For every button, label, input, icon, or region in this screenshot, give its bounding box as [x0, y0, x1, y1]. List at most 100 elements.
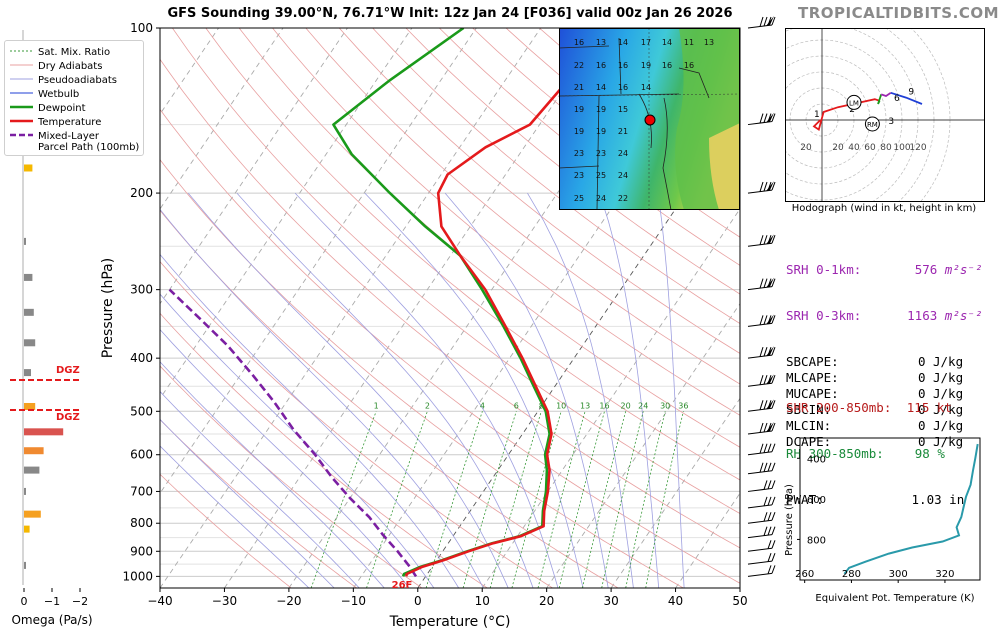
dry-adiabat-line	[338, 28, 740, 354]
stat-value: 0	[918, 402, 926, 417]
isotherm-line	[288, 28, 671, 588]
wind-barb	[747, 112, 776, 126]
stat-row: MLCAPE: 0 J/kg	[786, 370, 982, 386]
map-value-label: 13	[704, 38, 714, 47]
wind-barb	[747, 540, 776, 552]
stat-label: MLCIN:	[786, 418, 832, 433]
omega-bar	[24, 308, 34, 316]
mixing-ratio-line	[366, 411, 428, 588]
omega-bar	[24, 510, 41, 518]
legend-label: Dewpoint	[38, 103, 86, 114]
dry-adiabat-line	[160, 260, 553, 588]
isotherm-line	[546, 302, 740, 588]
dry-adiabat-line	[272, 28, 740, 416]
mixing-ratio-line	[558, 411, 605, 588]
wind-barb	[747, 496, 776, 509]
wind-barbs	[747, 16, 776, 577]
pseudoadiabat-line	[187, 192, 509, 588]
y-axis-label: Pressure (hPa)	[100, 258, 116, 358]
hodo-ring	[910, 28, 951, 202]
pseudoadiabat-line	[527, 192, 634, 588]
map-value-label: 24	[618, 149, 628, 158]
theta-e-chart: 260 280 300 320 400 600 800 Equivalent Pot. Te…	[784, 437, 981, 604]
wind-barb	[747, 565, 776, 577]
pseudoadiabat-line	[444, 192, 609, 588]
omega-bar	[24, 273, 33, 281]
storm-motion-label: RM	[867, 121, 878, 129]
isotherm-line	[224, 28, 606, 588]
inset-map: 16 13 14 17 14 11 13 22 16 16 19 16 16 21 14 16 14 19 19 15…	[559, 28, 740, 210]
hodo-ring	[885, 28, 935, 202]
isotherm-line	[160, 28, 542, 588]
stat-row: SBCAPE: 0 J/kg	[786, 354, 982, 370]
wind-barb	[747, 277, 776, 291]
mixing-ratio-label: 36	[678, 401, 688, 410]
skewt-frame	[159, 27, 741, 589]
hodo-ring-label: 40	[848, 143, 860, 153]
isotherm-line	[160, 28, 477, 495]
omega-bar	[24, 447, 44, 455]
hodo-ring-label: 100	[893, 143, 910, 153]
legend-label: Sat. Mix. Ratio	[38, 47, 110, 58]
hodo-ring-label: 20	[832, 143, 844, 153]
legend-label: Parcel Path (100mb)	[38, 142, 139, 153]
omega-tick-label: −1	[44, 595, 60, 608]
theta-e-xtick-label: 260	[795, 569, 814, 580]
x-tick-label: 20	[539, 594, 554, 608]
map-value-label: 14	[618, 38, 628, 47]
omega-bar	[24, 339, 36, 347]
wind-barb	[747, 443, 776, 456]
hodo-segment	[877, 94, 883, 105]
legend: Sat. Mix. Ratio Dry Adiabats Pseudoadiabat…	[4, 40, 144, 156]
mixing-ratio-line	[489, 411, 542, 588]
map-value-label: 11	[684, 38, 694, 47]
y-tick-label: 500	[130, 404, 153, 418]
theta-e-ytick-label: 800	[807, 535, 826, 546]
wind-barb	[747, 552, 776, 565]
map-value-label: 22	[618, 194, 628, 203]
stat-unit: J/kg	[925, 402, 964, 417]
srh01-row: SRH 0-1km: 576 m²s⁻²	[786, 262, 983, 277]
map-value-label: 16	[662, 61, 672, 70]
map-value-label: 14	[662, 38, 672, 47]
stats-panel: SRH 0-1km: 576 m²s⁻² SRH 0-3km: 1163 m²s⁻²…	[786, 232, 982, 523]
omega-bar	[24, 525, 30, 533]
stat-label: MLCAPE:	[786, 370, 839, 385]
rh-row: RH 300-850mb: 98 %	[786, 446, 945, 461]
theta-e-xtick-label: 280	[842, 569, 861, 580]
location-marker-icon	[644, 114, 656, 126]
hodograph-caption: Hodograph (wind in kt, height in km)	[791, 203, 977, 214]
mixing-ratio-label: 16	[599, 401, 609, 410]
y-tick-label: 300	[130, 283, 153, 297]
mixing-ratio-line	[601, 411, 644, 588]
mixing-ratio-label: 24	[638, 401, 648, 410]
x-tick-label: −20	[276, 594, 301, 608]
map-value-label: 24	[618, 171, 628, 180]
map-value-label: 16	[574, 38, 584, 47]
page-title: GFS Sounding 39.00°N, 76.71°W Init: 12z …	[167, 6, 733, 21]
x-axis-label: Temperature (°C)	[389, 614, 511, 630]
dgz-label: DGZ	[56, 365, 80, 376]
storm-motion-label: LM	[849, 99, 859, 107]
storm-motion-marker	[864, 116, 880, 132]
stat-unit: J/kg	[925, 370, 964, 385]
series-line-parcel-path	[168, 288, 418, 578]
dry-adiabat-line	[160, 365, 423, 588]
map-value-label: 21	[618, 127, 628, 136]
theta-e-ytick-label: 400	[807, 454, 826, 465]
mixing-ratio-line	[582, 411, 627, 588]
mixing-ratio-label: 2	[425, 401, 430, 410]
pseudoadiabat-line	[160, 253, 460, 588]
hodo-segment	[890, 91, 923, 105]
theta-e-ytick-label: 600	[807, 495, 826, 506]
stat-value: 0	[918, 418, 926, 433]
omega-axis-label: Omega (Pa/s)	[11, 613, 92, 627]
map-value-label: 14	[641, 83, 651, 92]
map-value-label: 16	[618, 61, 628, 70]
omega-bar	[24, 466, 40, 474]
pwat-row: PWAT: 1.03 in	[786, 492, 965, 507]
legend-label: Pseudoadiabats	[38, 75, 117, 86]
mixing-ratio-line	[462, 411, 517, 588]
map-value-label: 16	[618, 83, 628, 92]
legend-label: Dry Adiabats	[38, 61, 102, 72]
